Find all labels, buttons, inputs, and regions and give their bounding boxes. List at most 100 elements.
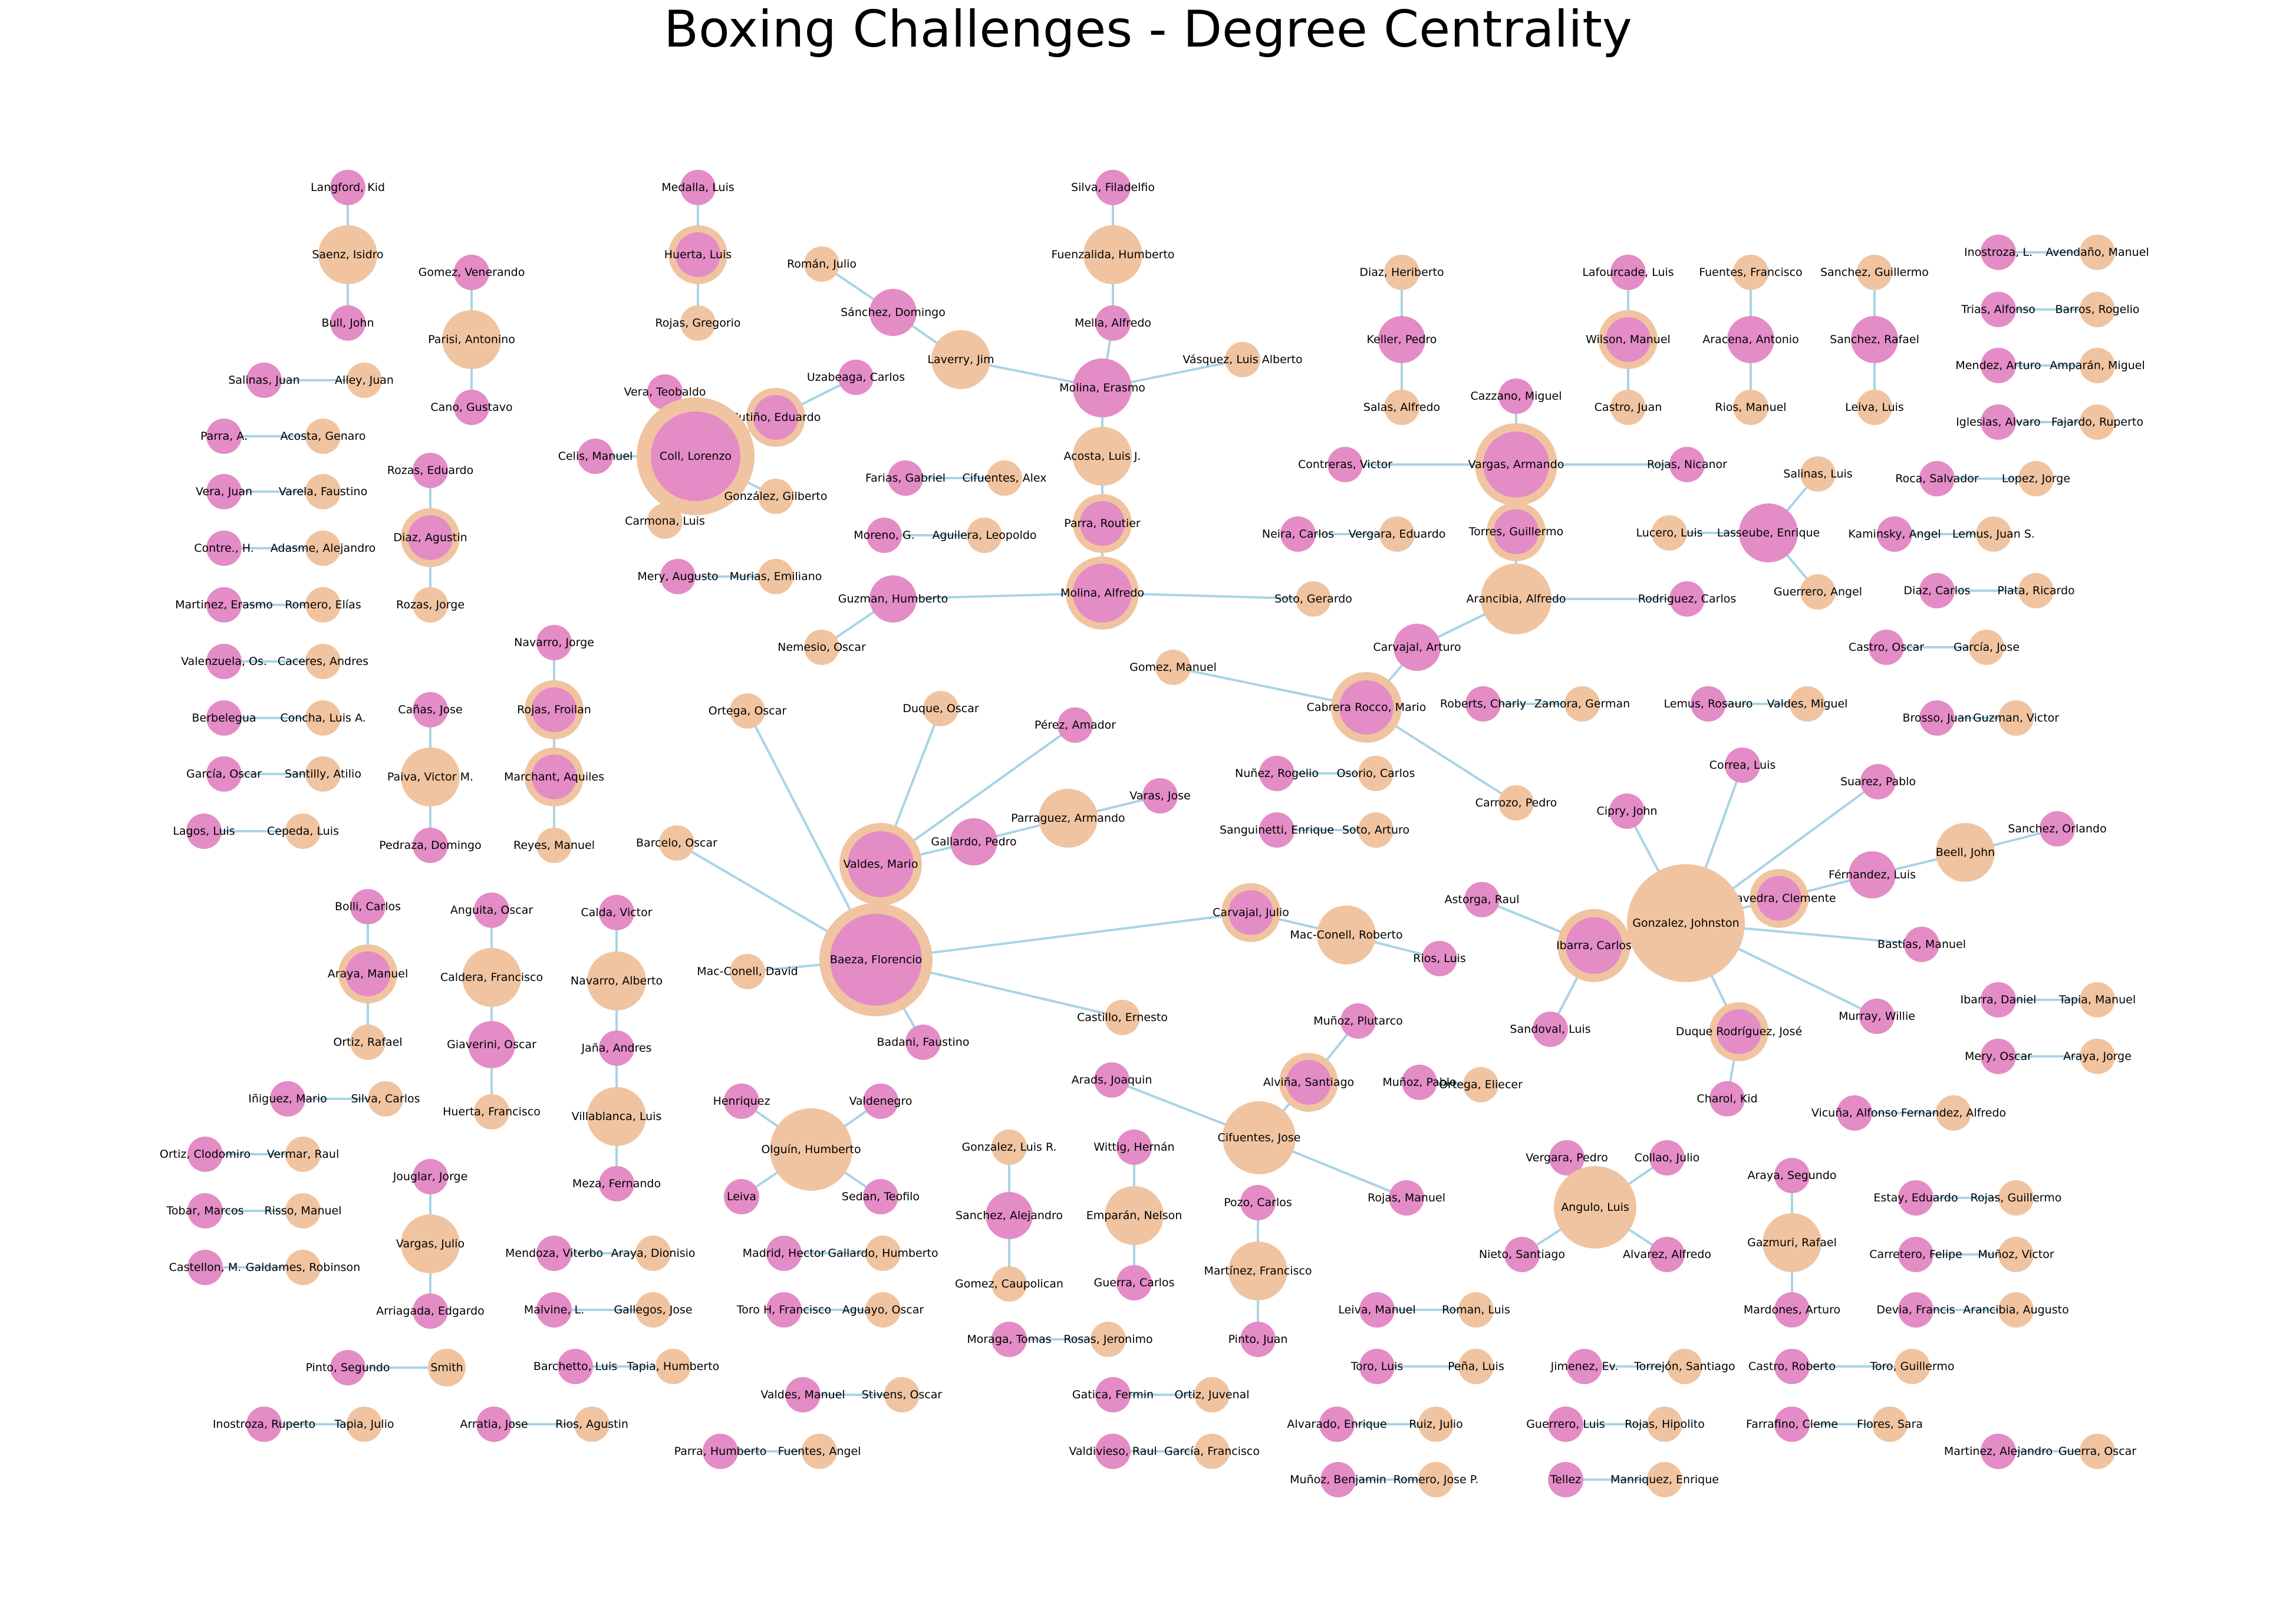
node-vermar-raul[interactable]: Vermar, Raul <box>267 1137 339 1172</box>
node-brosso-juan[interactable]: Brosso, Juan <box>1903 700 1972 736</box>
node-moreno-g[interactable]: Moreno, G. <box>854 518 915 553</box>
node-parisi-antonino[interactable]: Parisi, Antonino <box>428 310 515 369</box>
node-farrafino-cleme[interactable]: Farrafino, Cleme <box>1746 1407 1838 1442</box>
node-araya-manuel[interactable]: Araya, Manuel <box>328 944 409 1003</box>
node-parra-routier[interactable]: Parra, Routier <box>1064 494 1141 553</box>
node-correa-luis[interactable]: Correa, Luis <box>1709 747 1776 783</box>
node-nunez-rogelio[interactable]: Nuñez, Rogelio <box>1235 756 1319 791</box>
node-baeza-florencio[interactable]: Baeza, Florencio <box>819 903 933 1016</box>
node-carvajal-julio[interactable]: Carvajal, Julio <box>1213 883 1289 942</box>
node-gomez-venerando[interactable]: Gomez, Venerando <box>419 255 525 290</box>
node-lemus-rosauro[interactable]: Lemus, Rosauro <box>1663 686 1753 722</box>
node-salas-alfredo[interactable]: Salas, Alfredo <box>1363 390 1440 425</box>
node-tapia-julio[interactable]: Tapia, Julio <box>334 1407 394 1442</box>
node-torrejon-santiago[interactable]: Torrejón, Santiago <box>1633 1349 1735 1384</box>
node-lopez-jorge[interactable]: Lopez, Jorge <box>2002 461 2070 496</box>
node-reyes-manuel[interactable]: Reyes, Manuel <box>513 828 595 863</box>
node-iniguez-mario[interactable]: Iñiguez, Mario <box>248 1081 327 1117</box>
node-anguita-oscar[interactable]: Anguita, Oscar <box>450 893 533 928</box>
node-saavedra-clemente[interactable]: Saavedra, Clemente <box>1722 869 1836 928</box>
node-araya-segundo[interactable]: Araya, Segundo <box>1748 1158 1837 1193</box>
node-roman-luis[interactable]: Roman, Luis <box>1442 1292 1510 1328</box>
node-pinto-juan[interactable]: Pinto, Juan <box>1228 1322 1288 1357</box>
node-flores-sara[interactable]: Flores, Sara <box>1857 1407 1923 1442</box>
node-carmona-luis[interactable]: Carmona, Luis <box>625 503 705 539</box>
node-rojas-guillermo[interactable]: Rojas, Guillermo <box>1971 1180 2062 1216</box>
node-sanchez-alejandro[interactable]: Sanchez, Alejandro <box>956 1192 1063 1239</box>
node-mac-conell-david[interactable]: Mac-Conell, David <box>697 954 798 989</box>
node-gallardo-humberto[interactable]: Gallardo, Humberto <box>828 1236 938 1271</box>
node-cano-gustavo[interactable]: Cano, Gustavo <box>430 390 513 425</box>
node-sanchez-guillermo[interactable]: Sanchez, Guillermo <box>1820 255 1929 290</box>
node-farias-gabriel[interactable]: Farias, Gabriel <box>865 460 946 496</box>
node-arriagada-edgardo[interactable]: Arriagada, Edgardo <box>376 1293 485 1329</box>
node-tapia-manuel[interactable]: Tapia, Manuel <box>2058 982 2136 1017</box>
node-carrozo-pedro[interactable]: Carrozo, Pedro <box>1475 785 1557 821</box>
node-fajardo-ruperto[interactable]: Fajardo, Ruperto <box>2051 404 2143 440</box>
node-nemesio-oscar[interactable]: Nemesio, Oscar <box>778 630 866 665</box>
node-fuenzalida-humberto[interactable]: Fuenzalida, Humberto <box>1051 225 1175 284</box>
node-toro-h-francisco[interactable]: Toro H, Francisco <box>736 1292 831 1328</box>
node-valdenegro[interactable]: Valdenegro <box>849 1084 913 1119</box>
node-bolli-carlos[interactable]: Bolli, Carlos <box>335 889 401 924</box>
node-fernandez-luis[interactable]: Férnandez, Luis <box>1829 851 1916 898</box>
node-mery-augusto[interactable]: Mery, Augusto <box>637 559 719 594</box>
node-wittig-hernan[interactable]: Wittig, Hernán <box>1093 1129 1175 1165</box>
node-torres-guillermo[interactable]: Torres, Guillermo <box>1468 502 1563 561</box>
node-sandoval-luis[interactable]: Sandoval, Luis <box>1510 1012 1591 1047</box>
node-munoz-victor[interactable]: Muñoz, Victor <box>1978 1237 2054 1272</box>
node-guerra-carlos[interactable]: Guerra, Carlos <box>1094 1265 1175 1300</box>
node-contreras-victor[interactable]: Contreras, Victor <box>1298 447 1392 482</box>
node-acosta-luis-j[interactable]: Acosta, Luis J. <box>1064 427 1141 486</box>
node-munoz-pablo[interactable]: Muñoz, Pablo <box>1382 1065 1457 1100</box>
node-arratia-jose[interactable]: Arratia, Jose <box>460 1407 528 1442</box>
node-valenzuela-os[interactable]: Valenzuela, Os. <box>181 644 267 679</box>
node-araya-jorge[interactable]: Araya, Jorge <box>2063 1039 2132 1074</box>
node-inostroza-ruperto[interactable]: Inostroza, Ruperto <box>213 1407 315 1442</box>
node-toro-guillermo[interactable]: Toro, Guillermo <box>1869 1349 1955 1384</box>
node-castro-oscar[interactable]: Castro, Oscar <box>1849 630 1924 665</box>
node-perez-amador[interactable]: Pérez, Amador <box>1035 707 1116 743</box>
node-celis-manuel[interactable]: Celis, Manuel <box>558 439 633 474</box>
node-varela-faustino[interactable]: Varela, Faustino <box>279 474 367 509</box>
node-aguayo-oscar[interactable]: Aguayo, Oscar <box>842 1292 924 1328</box>
node-vargas-julio[interactable]: Vargas, Julio <box>396 1214 465 1273</box>
node-pozo-carlos[interactable]: Pozo, Carlos <box>1224 1185 1292 1220</box>
node-murias-emiliano[interactable]: Murias, Emiliano <box>730 559 822 594</box>
node-lafourcade-luis[interactable]: Lafourcade, Luis <box>1582 255 1674 290</box>
node-gonzalez-gilberto[interactable]: González, Gilberto <box>724 479 828 514</box>
node-arancibia-alfredo[interactable]: Arancibia, Alfredo <box>1466 564 1566 634</box>
node-estay-eduardo[interactable]: Estay, Eduardo <box>1873 1180 1958 1216</box>
node-mardones-arturo[interactable]: Mardones, Arturo <box>1744 1292 1840 1328</box>
node-collao-julio[interactable]: Collao, Julio <box>1635 1140 1700 1175</box>
node-saenz-isidro[interactable]: Saenz, Isidro <box>312 225 384 284</box>
node-molina-alfredo[interactable]: Molina, Alfredo <box>1060 556 1144 630</box>
node-martinez-francisco[interactable]: Martínez, Francisco <box>1204 1241 1312 1300</box>
node-santilly-atilio[interactable]: Santilly, Atilio <box>285 756 361 792</box>
node-moraga-tomas[interactable]: Moraga, Tomas <box>967 1322 1052 1357</box>
node-soto-gerardo[interactable]: Soto, Gerardo <box>1274 581 1352 617</box>
node-parra-a[interactable]: Parra, A. <box>200 419 248 454</box>
node-martinez-erasmo[interactable]: Martinez, Erasmo <box>175 587 273 623</box>
node-navarro-jorge[interactable]: Navarro, Jorge <box>514 625 594 660</box>
node-sedan-teofilo[interactable]: Sedan, Teofilo <box>842 1179 920 1214</box>
node-valdivieso-raul[interactable]: Valdivieso, Raul <box>1069 1434 1157 1469</box>
node-fuentes-francisco[interactable]: Fuentes, Francisco <box>1699 255 1803 290</box>
node-diaz-carlos[interactable]: Diaz, Carlos <box>1903 573 1971 608</box>
node-caldera-francisco[interactable]: Caldera, Francisco <box>440 948 543 1007</box>
node-silva-filadelfio[interactable]: Silva, Filadelfio <box>1071 170 1155 205</box>
node-jouglar-jorge[interactable]: Jouglar, Jorge <box>393 1159 468 1194</box>
node-gallegos-jose[interactable]: Gallegos, Jose <box>614 1292 693 1328</box>
node-munoz-plutarco[interactable]: Muñoz, Plutarco <box>1313 1003 1403 1039</box>
node-lagos-luis[interactable]: Lagos, Luis <box>173 814 235 849</box>
node-manriquez-enrique[interactable]: Manriquez, Enrique <box>1610 1462 1719 1497</box>
node-gatica-fermin[interactable]: Gatica, Fermin <box>1072 1377 1154 1412</box>
node-langford-kid[interactable]: Langford, Kid <box>311 170 385 205</box>
node-castellon-m[interactable]: Castellon, M. <box>169 1250 242 1285</box>
node-smith[interactable]: Smith <box>428 1349 466 1387</box>
node-beell-john[interactable]: Beell, John <box>1936 823 1995 882</box>
node-rojas-manuel[interactable]: Rojas, Manuel <box>1368 1180 1445 1216</box>
node-cepeda-luis[interactable]: Cepeda, Luis <box>267 814 339 849</box>
node-rosas-jeronimo[interactable]: Rosas, Jeronimo <box>1063 1322 1153 1357</box>
node-leiva[interactable]: Leiva <box>724 1179 759 1214</box>
